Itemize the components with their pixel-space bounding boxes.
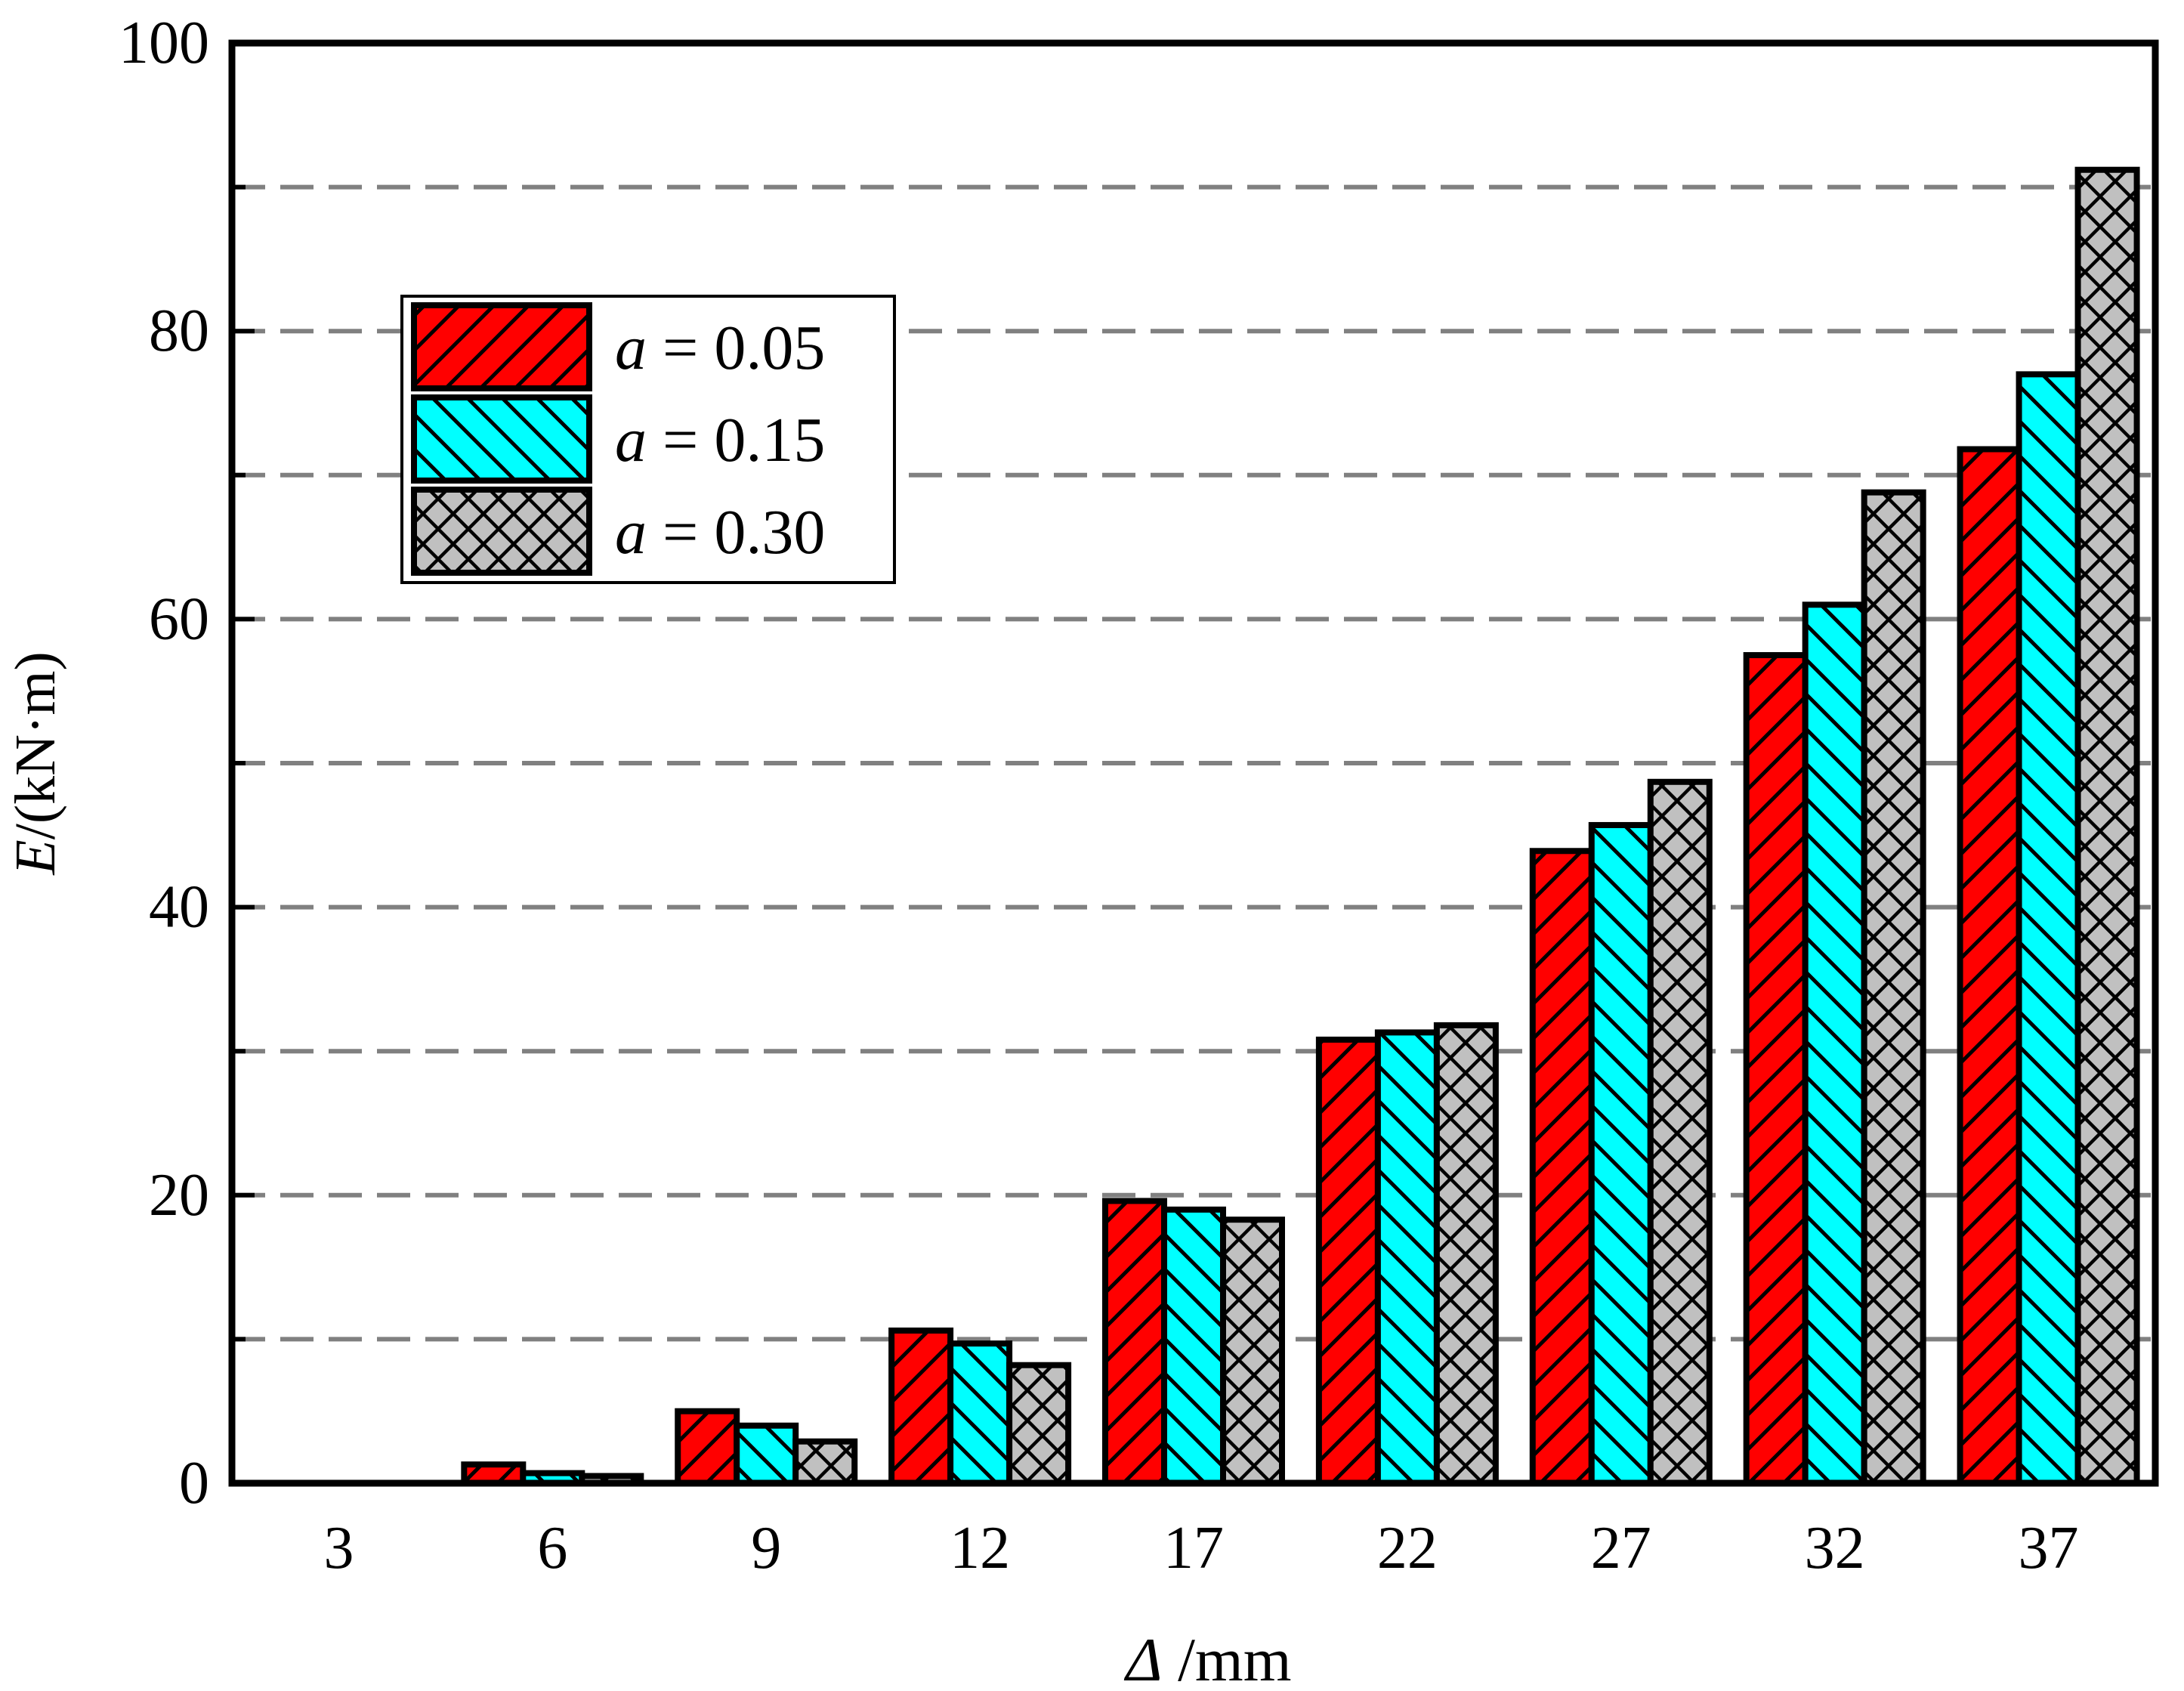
y-tick-label: 100 [119,10,209,76]
bar-series-2-cat-9 [734,1422,799,1487]
bar-series-2-cat-12 [947,1340,1013,1487]
y-tick-label: 60 [149,586,209,652]
bar-series-2-cat-17 [1161,1206,1226,1486]
bar-series-1-cat-9 [675,1408,740,1486]
axis-ticks [232,184,255,1342]
x-tick-labels: 3 6 9 12 17 22 27 32 37 [323,1515,2078,1581]
legend: a = 0.05 a = 0.15 a = 0.30 [400,295,896,584]
bar-series-3-cat-17 [1220,1216,1285,1487]
bar-series-3-cat-9 [792,1438,858,1486]
legend-label: a = 0.05 [615,313,825,383]
x-tick-label: 32 [1805,1515,1865,1581]
x-tick-label: 6 [537,1515,567,1581]
bar-series-1-cat-32 [1743,652,1809,1486]
legend-swatch [411,302,592,391]
y-tick-label: 20 [149,1162,209,1229]
bar-series-1-cat-12 [888,1327,954,1486]
legend-label: a = 0.15 [615,405,825,475]
bar-series-1-cat-37 [1957,446,2022,1487]
legend-label: a = 0.30 [615,497,825,567]
bar-series-1-cat-17 [1102,1198,1167,1486]
bar-series-2-cat-32 [1802,601,1867,1487]
bar-series-2-cat-27 [1588,821,1654,1486]
x-axis-title: Δ /mm [1124,1625,1292,1691]
bar-series-3-cat-37 [2074,166,2140,1486]
x-tick-label: 27 [1591,1515,1651,1581]
y-tick-label: 0 [179,1450,209,1516]
bar-series-3-cat-22 [1433,1022,1499,1486]
x-tick-label: 17 [1163,1515,1224,1581]
x-tick-label: 22 [1377,1515,1438,1581]
x-tick-label: 9 [751,1515,781,1581]
y-axis-title: E/(kN·m) [4,651,67,875]
x-tick-label: 3 [323,1515,354,1581]
y-tick-label: 80 [149,298,209,364]
bar-series-3-cat-12 [1006,1362,1072,1487]
legend-swatch [411,394,592,484]
legend-swatch [411,487,592,576]
bar-series-3-cat-32 [1861,489,1926,1486]
bar-series-1-cat-27 [1529,848,1595,1486]
bar-series-3-cat-27 [1647,778,1713,1486]
bars [461,166,2140,1487]
bar-series-1-cat-22 [1315,1036,1381,1486]
y-tick-label: 40 [149,874,209,941]
bar-series-2-cat-37 [2016,371,2081,1486]
x-tick-label: 37 [2019,1515,2079,1581]
y-tick-labels: 0 20 40 60 80 100 [119,10,209,1516]
x-tick-label: 12 [950,1515,1010,1581]
bar-series-2-cat-22 [1374,1029,1440,1486]
